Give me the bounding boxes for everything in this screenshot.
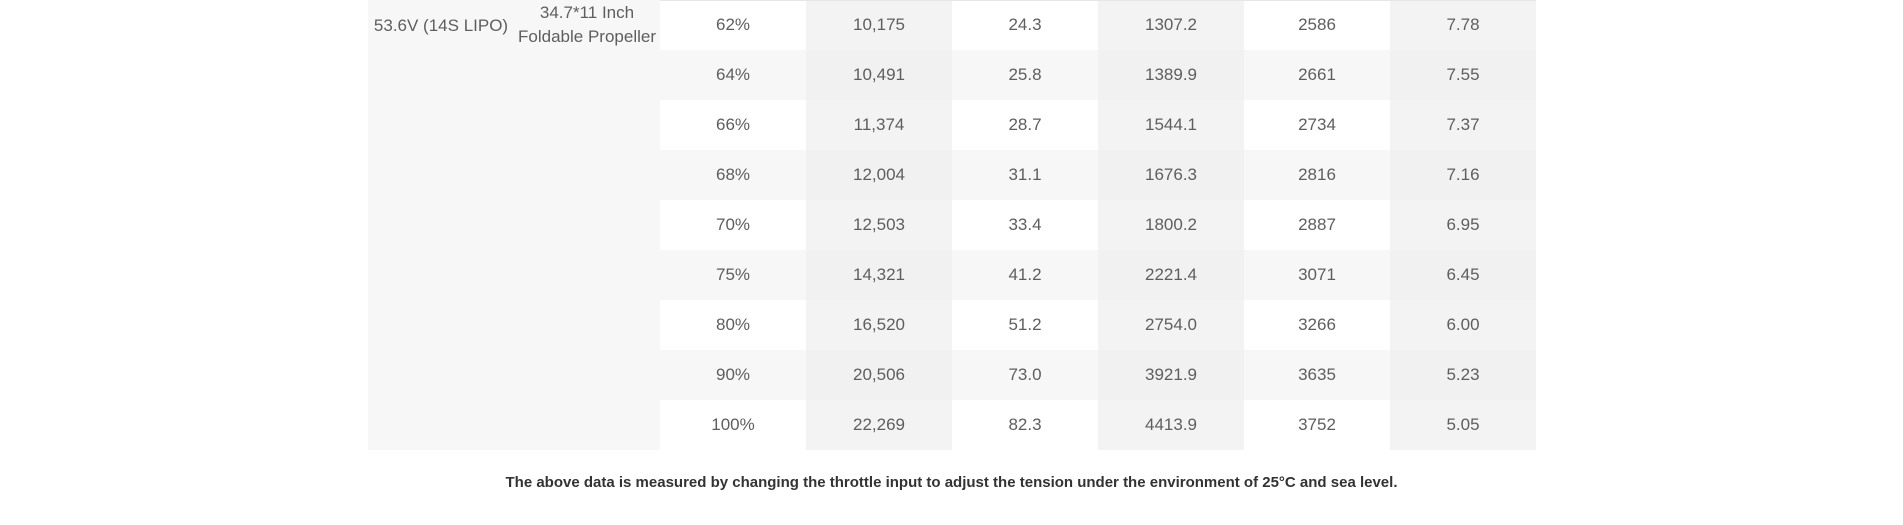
thrust-cell: 22,269 [806, 400, 952, 450]
voltage-label: 53.6V (14S LIPO) [373, 16, 509, 35]
power-cell: 3921.9 [1098, 350, 1244, 400]
speed-cell: 2816 [1244, 150, 1390, 200]
speed-cell: 2734 [1298, 115, 1336, 134]
speed-cell: 3266 [1298, 315, 1336, 334]
propeller-line-1: 34.7*11 Inch [539, 3, 635, 22]
speed-cell: 3071 [1244, 250, 1390, 300]
table-row: 80% 16,520 51.2 2754.0 3266 6.00 [368, 300, 1536, 350]
thrust-cell: 16,520 [806, 300, 952, 350]
speed-cell: 2586 [1298, 15, 1336, 34]
power-cell: 1544.1 [1098, 100, 1244, 150]
thrust-cell: 11,374 [806, 100, 952, 150]
efficiency-cell: 7.78 [1390, 0, 1536, 50]
thrust-cell: 12,503 [806, 200, 952, 250]
current-cell: 82.3 [1008, 415, 1042, 434]
motor-test-table-container: 53.6V (14S LIPO) 34.7*11 Inch Foldable P… [368, 0, 1536, 450]
table-row: 90% 20,506 73.0 3921.9 3635 5.23 [368, 350, 1536, 400]
throttle-cell: 70% [715, 215, 751, 234]
efficiency-cell: 7.16 [1390, 150, 1536, 200]
current-cell: 33.4 [1008, 215, 1042, 234]
power-cell: 1389.9 [1098, 50, 1244, 100]
efficiency-cell: 5.23 [1390, 350, 1536, 400]
table-row: 64% 10,491 25.8 1389.9 2661 7.55 [368, 50, 1536, 100]
throttle-cell: 66% [715, 115, 751, 134]
thrust-cell: 14,321 [806, 250, 952, 300]
table-row: 68% 12,004 31.1 1676.3 2816 7.16 [368, 150, 1536, 200]
throttle-cell: 75% [660, 250, 806, 300]
power-cell: 2754.0 [1098, 300, 1244, 350]
current-cell: 41.2 [952, 250, 1098, 300]
efficiency-cell: 7.55 [1390, 50, 1536, 100]
power-cell: 1676.3 [1098, 150, 1244, 200]
efficiency-cell: 5.05 [1390, 400, 1536, 450]
efficiency-cell: 6.95 [1390, 200, 1536, 250]
speed-cell: 2661 [1244, 50, 1390, 100]
power-cell: 4413.9 [1098, 400, 1244, 450]
efficiency-cell: 6.45 [1390, 250, 1536, 300]
table-row: 66% 11,374 28.7 1544.1 2734 7.37 [368, 100, 1536, 150]
propeller-label: 34.7*11 Inch Foldable Propeller [514, 0, 660, 49]
table-body: 53.6V (14S LIPO) 34.7*11 Inch Foldable P… [368, 0, 1536, 450]
efficiency-cell: 7.37 [1390, 100, 1536, 150]
throttle-cell: 80% [715, 315, 751, 334]
speed-cell: 3635 [1244, 350, 1390, 400]
thrust-cell: 20,506 [806, 350, 952, 400]
table-row: 53.6V (14S LIPO) 34.7*11 Inch Foldable P… [368, 0, 1536, 450]
throttle-cell: 64% [660, 50, 806, 100]
propeller-line-2: Foldable Propeller [518, 27, 656, 46]
thrust-cell: 12,004 [806, 150, 952, 200]
thrust-cell: 10,491 [806, 50, 952, 100]
thrust-cell: 10,175 [806, 0, 952, 50]
table-row: 100% 22,269 82.3 4413.9 3752 5.05 [368, 400, 1536, 450]
current-cell: 28.7 [1008, 115, 1042, 134]
throttle-cell: 100% [711, 415, 755, 434]
table-top-border [660, 0, 1536, 1]
power-cell: 2221.4 [1098, 250, 1244, 300]
current-cell: 31.1 [952, 150, 1098, 200]
power-cell: 1800.2 [1098, 200, 1244, 250]
efficiency-cell: 6.00 [1390, 300, 1536, 350]
throttle-cell: 90% [660, 350, 806, 400]
propeller-cell: 34.7*11 Inch Foldable Propeller [514, 0, 660, 450]
current-cell: 25.8 [952, 50, 1098, 100]
throttle-cell: 62% [715, 15, 751, 34]
power-cell: 1307.2 [1098, 0, 1244, 50]
current-cell: 73.0 [952, 350, 1098, 400]
current-cell: 24.3 [1008, 15, 1042, 34]
voltage-cell: 53.6V (14S LIPO) [368, 0, 514, 450]
table-row: 75% 14,321 41.2 2221.4 3071 6.45 [368, 250, 1536, 300]
speed-cell: 2887 [1298, 215, 1336, 234]
table-row: 70% 12,503 33.4 1800.2 2887 6.95 [368, 200, 1536, 250]
current-cell: 51.2 [1008, 315, 1042, 334]
speed-cell: 3752 [1298, 415, 1336, 434]
motor-test-table: 53.6V (14S LIPO) 34.7*11 Inch Foldable P… [368, 0, 1536, 450]
measurement-footnote: The above data is measured by changing t… [505, 474, 1398, 491]
throttle-cell: 68% [660, 150, 806, 200]
